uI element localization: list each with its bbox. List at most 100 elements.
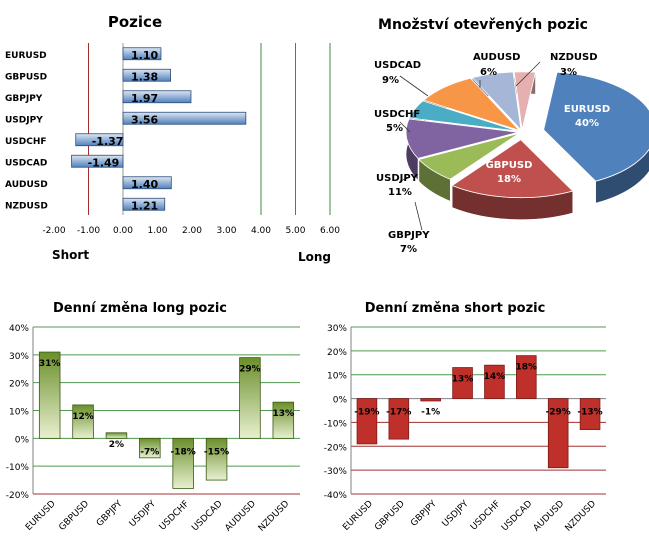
x-tick-label: 2.00 [182,226,202,236]
y-tick-label: -40% [324,491,348,501]
y-tick-label: 10% [327,372,347,382]
category-label: USDCAD [500,499,534,533]
leader-line [399,121,411,133]
data-label: 14% [484,372,506,382]
y-tick-label: 0% [15,435,30,445]
y-tick-label: 0% [333,396,348,406]
bar [579,398,601,430]
long-change-chart-svg: Denní změna long pozic -20% -10% 0% 10% 20% 3… [6,301,300,534]
long-change-chart: Denní změna long pozic -20% -10% 0% 10% 20% 3… [0,292,320,547]
pie-slice [405,118,519,159]
category-label: USDCAD [5,158,47,168]
bar [239,357,261,439]
slice-label: GBPUSD [486,160,533,171]
category-label: NZDUSD [563,499,598,534]
bar [75,133,124,147]
category-label: EURUSD [5,51,47,61]
category-label: USDJPY [441,499,471,529]
data-label: -13% [577,408,602,418]
bar [122,111,247,125]
bar [122,197,166,211]
data-label: -17% [386,408,411,418]
data-label: -18% [171,447,196,457]
bar [38,351,61,439]
data-label: -1% [421,408,440,418]
category-label: GBPJPY [95,499,125,529]
x-tick-label: -1.00 [77,226,101,236]
data-label: 1.21 [131,199,158,212]
long-label: Long [298,250,331,264]
slice-label: AUDUSD [473,52,520,63]
category-label: GBPJPY [5,94,43,104]
data-label: 1.10 [131,49,158,62]
y-tick-label: -10% [6,463,30,473]
y-tick-label: 20% [327,348,347,358]
y-tick-label: -10% [324,419,348,429]
chart-title: Množství otevřených pozic [378,17,588,33]
category-label: EURUSD [24,499,58,533]
short-change-chart-svg: Denní změna short pozic -40% -30% -20% -10%… [324,301,606,534]
category-label: EURUSD [341,499,375,533]
bar [272,401,295,439]
chart-title: Pozice [108,13,162,31]
data-label: -7% [140,447,159,457]
x-tick-label: 0.00 [113,226,133,236]
data-label: -1.49 [88,156,120,169]
bar [452,367,473,399]
leader-line [399,177,409,182]
category-label: GBPUSD [5,72,47,82]
y-tick-label: 30% [327,324,347,334]
bar [122,90,192,104]
x-tick-label: 5.00 [285,226,305,236]
pie-slice [408,100,519,132]
open-positions-chart: Množství otevřených pozic EURUSD 40% GBPUS… [340,0,649,275]
bar [516,355,537,399]
leader-line [515,61,541,87]
slice-value-label: 7% [400,244,417,255]
category-label: USDCAD [190,499,224,533]
x-tick-label: 4.00 [251,226,271,236]
data-label: 18% [516,363,538,373]
bar [547,398,569,469]
data-label: 13% [452,375,474,385]
pie-slice [451,139,574,199]
slice-value-label: 9% [382,75,399,86]
leader-line [399,75,429,97]
category-label: NZDUSD [257,499,292,534]
bar [420,398,441,402]
y-tick-label: 40% [9,324,29,334]
category-label: NZDUSD [5,201,48,211]
pie-slice [543,71,649,182]
pie-slice [471,71,522,132]
pie-slice [418,133,520,180]
bar [388,398,410,440]
positions-chart-svg: Pozice -2.00 -1.00 0.00 1.00 2.00 3.00 4.00 5.0… [5,13,340,264]
slice-value-label: 11% [388,187,412,198]
slice-label: NZDUSD [550,52,598,63]
category-label: GBPUSD [373,499,407,533]
slice-value-label: 3% [560,67,577,78]
y-tick-label: -20% [324,443,348,453]
x-tick-label: -2.00 [42,226,66,236]
y-tick-label: 30% [9,352,29,362]
leader-line [414,201,423,231]
category-label: AUDUSD [223,499,258,534]
slice-value-label: 18% [497,174,521,185]
slice-label: GBPJPY [388,230,430,241]
data-label: 29% [239,365,261,375]
data-label: 13% [273,409,295,419]
slice-value-label: 6% [480,67,497,78]
chart-title: Denní změna long pozic [53,301,227,316]
slice-value-label: 40% [575,118,599,129]
category-label: GBPUSD [57,499,91,533]
bar [122,68,172,82]
category-label: USDJPY [5,115,43,125]
slice-label: USDCAD [374,60,421,71]
category-label: AUDUSD [5,180,48,190]
positions-chart: Pozice -2.00 -1.00 0.00 1.00 2.00 3.00 4.00 5.0… [0,0,340,275]
y-tick-label: 20% [9,380,29,390]
data-label: 3.56 [131,113,158,126]
bar [122,47,162,61]
slice-label: USDJPY [376,173,419,184]
bar [72,404,94,439]
